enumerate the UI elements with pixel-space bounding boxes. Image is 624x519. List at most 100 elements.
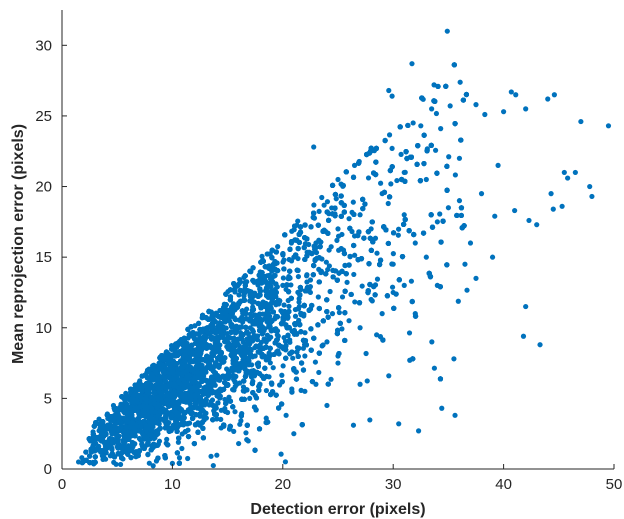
data-point <box>280 282 286 288</box>
data-point <box>437 211 443 217</box>
data-point <box>429 106 435 112</box>
data-point <box>313 249 320 256</box>
data-point <box>320 342 326 348</box>
data-point <box>367 417 373 423</box>
data-point <box>395 226 402 232</box>
data-point <box>218 407 224 413</box>
data-point <box>523 106 529 112</box>
data-point <box>401 282 407 288</box>
data-point <box>431 365 437 371</box>
data-point <box>431 82 437 88</box>
data-point <box>290 355 296 361</box>
data-point <box>324 199 331 205</box>
data-point <box>275 333 281 339</box>
data-point <box>357 381 363 387</box>
data-point <box>295 218 301 224</box>
data-point <box>359 283 365 289</box>
data-point <box>389 145 395 152</box>
data-point <box>286 337 292 344</box>
data-point <box>457 79 463 85</box>
data-point <box>559 203 565 209</box>
data-point <box>344 279 350 285</box>
data-point <box>357 325 363 331</box>
data-point <box>508 89 514 95</box>
data-point <box>364 378 370 384</box>
data-point <box>339 326 345 332</box>
data-point <box>452 412 458 418</box>
data-point <box>232 409 238 415</box>
data-point <box>292 313 299 319</box>
data-point <box>561 169 567 176</box>
data-point <box>365 175 372 181</box>
data-point <box>307 277 314 283</box>
data-point <box>589 193 595 200</box>
data-point <box>316 266 322 272</box>
data-point <box>501 109 507 115</box>
data-point <box>398 151 404 157</box>
data-point <box>385 200 391 207</box>
data-point <box>409 61 415 67</box>
data-point <box>605 123 612 129</box>
data-point <box>196 320 202 326</box>
data-point <box>236 292 242 298</box>
data-point <box>388 181 394 187</box>
data-point <box>464 287 470 293</box>
data-point <box>179 445 185 452</box>
data-point <box>164 436 170 442</box>
data-point <box>295 273 301 280</box>
data-point <box>395 232 401 238</box>
data-point <box>312 359 319 365</box>
data-point <box>432 147 439 153</box>
data-point <box>565 175 571 181</box>
data-point <box>473 102 479 108</box>
data-point <box>394 177 400 184</box>
data-point <box>423 254 429 260</box>
data-point <box>374 276 381 282</box>
data-point <box>402 169 408 175</box>
data-point <box>378 180 384 186</box>
data-point <box>445 205 451 211</box>
data-point <box>263 387 269 394</box>
data-point <box>324 402 330 409</box>
data-point <box>352 252 358 258</box>
data-point <box>447 103 453 109</box>
data-point <box>572 169 578 176</box>
data-point <box>335 360 341 366</box>
data-point <box>545 96 551 102</box>
data-point <box>451 356 457 362</box>
data-point <box>410 120 416 126</box>
data-point <box>369 298 375 304</box>
data-point <box>412 240 418 246</box>
data-point <box>335 233 342 239</box>
data-point <box>263 415 269 421</box>
data-point <box>346 216 352 222</box>
data-point <box>492 213 498 219</box>
data-point <box>327 288 333 295</box>
data-point <box>551 92 557 98</box>
data-point <box>282 459 289 465</box>
data-point <box>118 401 124 407</box>
data-point <box>244 306 250 312</box>
data-point <box>379 311 385 317</box>
data-point <box>324 339 330 345</box>
data-point <box>523 303 529 310</box>
data-point <box>298 387 304 393</box>
data-point <box>390 251 396 257</box>
data-point <box>289 228 295 234</box>
data-point <box>401 212 407 218</box>
data-point <box>534 222 540 228</box>
data-point <box>406 330 413 336</box>
data-point <box>86 453 93 459</box>
data-point <box>452 172 458 178</box>
data-point <box>315 294 321 300</box>
data-point <box>415 428 422 434</box>
data-point <box>462 261 468 267</box>
data-point <box>374 250 380 256</box>
data-point <box>279 372 285 378</box>
data-point <box>329 311 336 317</box>
data-point <box>316 369 322 376</box>
data-point <box>434 219 440 225</box>
data-point <box>473 275 479 281</box>
data-point <box>321 202 327 208</box>
data-point <box>247 395 253 401</box>
